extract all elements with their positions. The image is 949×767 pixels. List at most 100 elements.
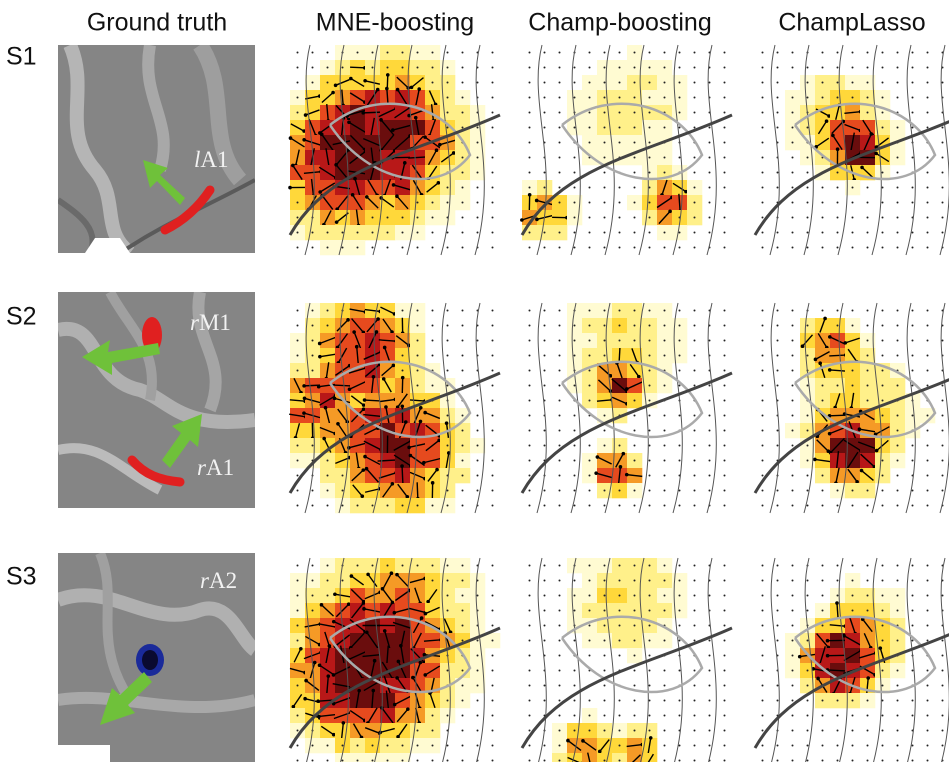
grid-dot (619, 232, 621, 234)
grid-dot (589, 187, 591, 189)
grid-dot (604, 157, 606, 159)
grid-dot (852, 370, 854, 372)
grid-dot (724, 640, 726, 642)
grid-dot (649, 217, 651, 219)
grid-dot (604, 625, 606, 627)
grid-dot (477, 172, 479, 174)
grid-dot (724, 610, 726, 612)
grid-dot (387, 745, 389, 747)
grid-dot (897, 157, 899, 159)
grid-dot (822, 580, 824, 582)
grid-dot (927, 715, 929, 717)
arrow (402, 466, 403, 485)
grid-dot (882, 202, 884, 204)
grid-dot (589, 655, 591, 657)
grid-dot (792, 217, 794, 219)
grid-dot (762, 565, 764, 567)
grid-dot (634, 445, 636, 447)
arrow-head (292, 705, 296, 709)
grid-dot (912, 595, 914, 597)
arrow-head (320, 603, 324, 607)
grid-dot (649, 415, 651, 417)
grid-dot (679, 460, 681, 462)
grid-dot (604, 187, 606, 189)
grid-dot (477, 157, 479, 159)
arrow-head (372, 375, 376, 379)
grid-dot (664, 670, 666, 672)
grid-dot (694, 232, 696, 234)
grid-dot (694, 112, 696, 114)
grid-dot (604, 52, 606, 54)
grid-dot (589, 565, 591, 567)
arrow-head (393, 703, 397, 707)
grid-dot (792, 445, 794, 447)
arrow-head (347, 446, 351, 450)
grid-dot (724, 202, 726, 204)
grid-dot (694, 325, 696, 327)
grid-dot (559, 700, 561, 702)
arrow-head (332, 733, 336, 737)
grid-dot (777, 700, 779, 702)
grid-dot (432, 247, 434, 249)
column-header: MNE-boosting (316, 9, 474, 37)
grid-dot (604, 505, 606, 507)
grid-dot (544, 760, 546, 762)
grid-dot (664, 745, 666, 747)
grid-dot (927, 730, 929, 732)
grid-dot (649, 142, 651, 144)
arrow-head (313, 661, 317, 665)
arrow-head (622, 452, 626, 456)
grid-dot (529, 475, 531, 477)
grid-dot (297, 370, 299, 372)
grid-dot (867, 325, 869, 327)
grid-dot (574, 217, 576, 219)
grid-dot (619, 112, 621, 114)
arrow-head (625, 473, 629, 477)
grid-dot (867, 202, 869, 204)
grid-dot (927, 445, 929, 447)
grid-dot (544, 247, 546, 249)
grid-dot (297, 112, 299, 114)
grid-dot (942, 430, 944, 432)
grid-dot (634, 157, 636, 159)
grid-dot (447, 415, 449, 417)
grid-dot (724, 127, 726, 129)
grid-dot (462, 385, 464, 387)
arrow-head (831, 134, 835, 138)
sulcus-line (906, 45, 915, 255)
grid-dot (559, 745, 561, 747)
grid-dot (312, 52, 314, 54)
grid-dot (724, 325, 726, 327)
grid-dot (837, 172, 839, 174)
grid-dot (664, 595, 666, 597)
grid-dot (604, 142, 606, 144)
grid-dot (942, 655, 944, 657)
grid-dot (619, 745, 621, 747)
grid-dot (792, 310, 794, 312)
grid-dot (529, 490, 531, 492)
arrow-head (438, 143, 442, 147)
grid-dot (762, 475, 764, 477)
grid-dot (942, 172, 944, 174)
arrow-head (371, 689, 375, 693)
grid-dot (679, 385, 681, 387)
grid-dot (619, 247, 621, 249)
grid-dot (927, 640, 929, 642)
grid-dot (529, 370, 531, 372)
grid-dot (387, 217, 389, 219)
grid-dot (709, 340, 711, 342)
grid-dot (709, 172, 711, 174)
grid-dot (762, 445, 764, 447)
grid-dot (942, 187, 944, 189)
grid-dot (762, 505, 764, 507)
grid-dot (724, 760, 726, 762)
grid-dot (417, 310, 419, 312)
grid-dot (417, 202, 419, 204)
grid-dot (762, 325, 764, 327)
grid-dot (679, 157, 681, 159)
grid-dot (912, 640, 914, 642)
grid-dot (912, 127, 914, 129)
grid-dot (574, 172, 576, 174)
region-label: rM1 (190, 310, 231, 335)
grid-dot (927, 565, 929, 567)
